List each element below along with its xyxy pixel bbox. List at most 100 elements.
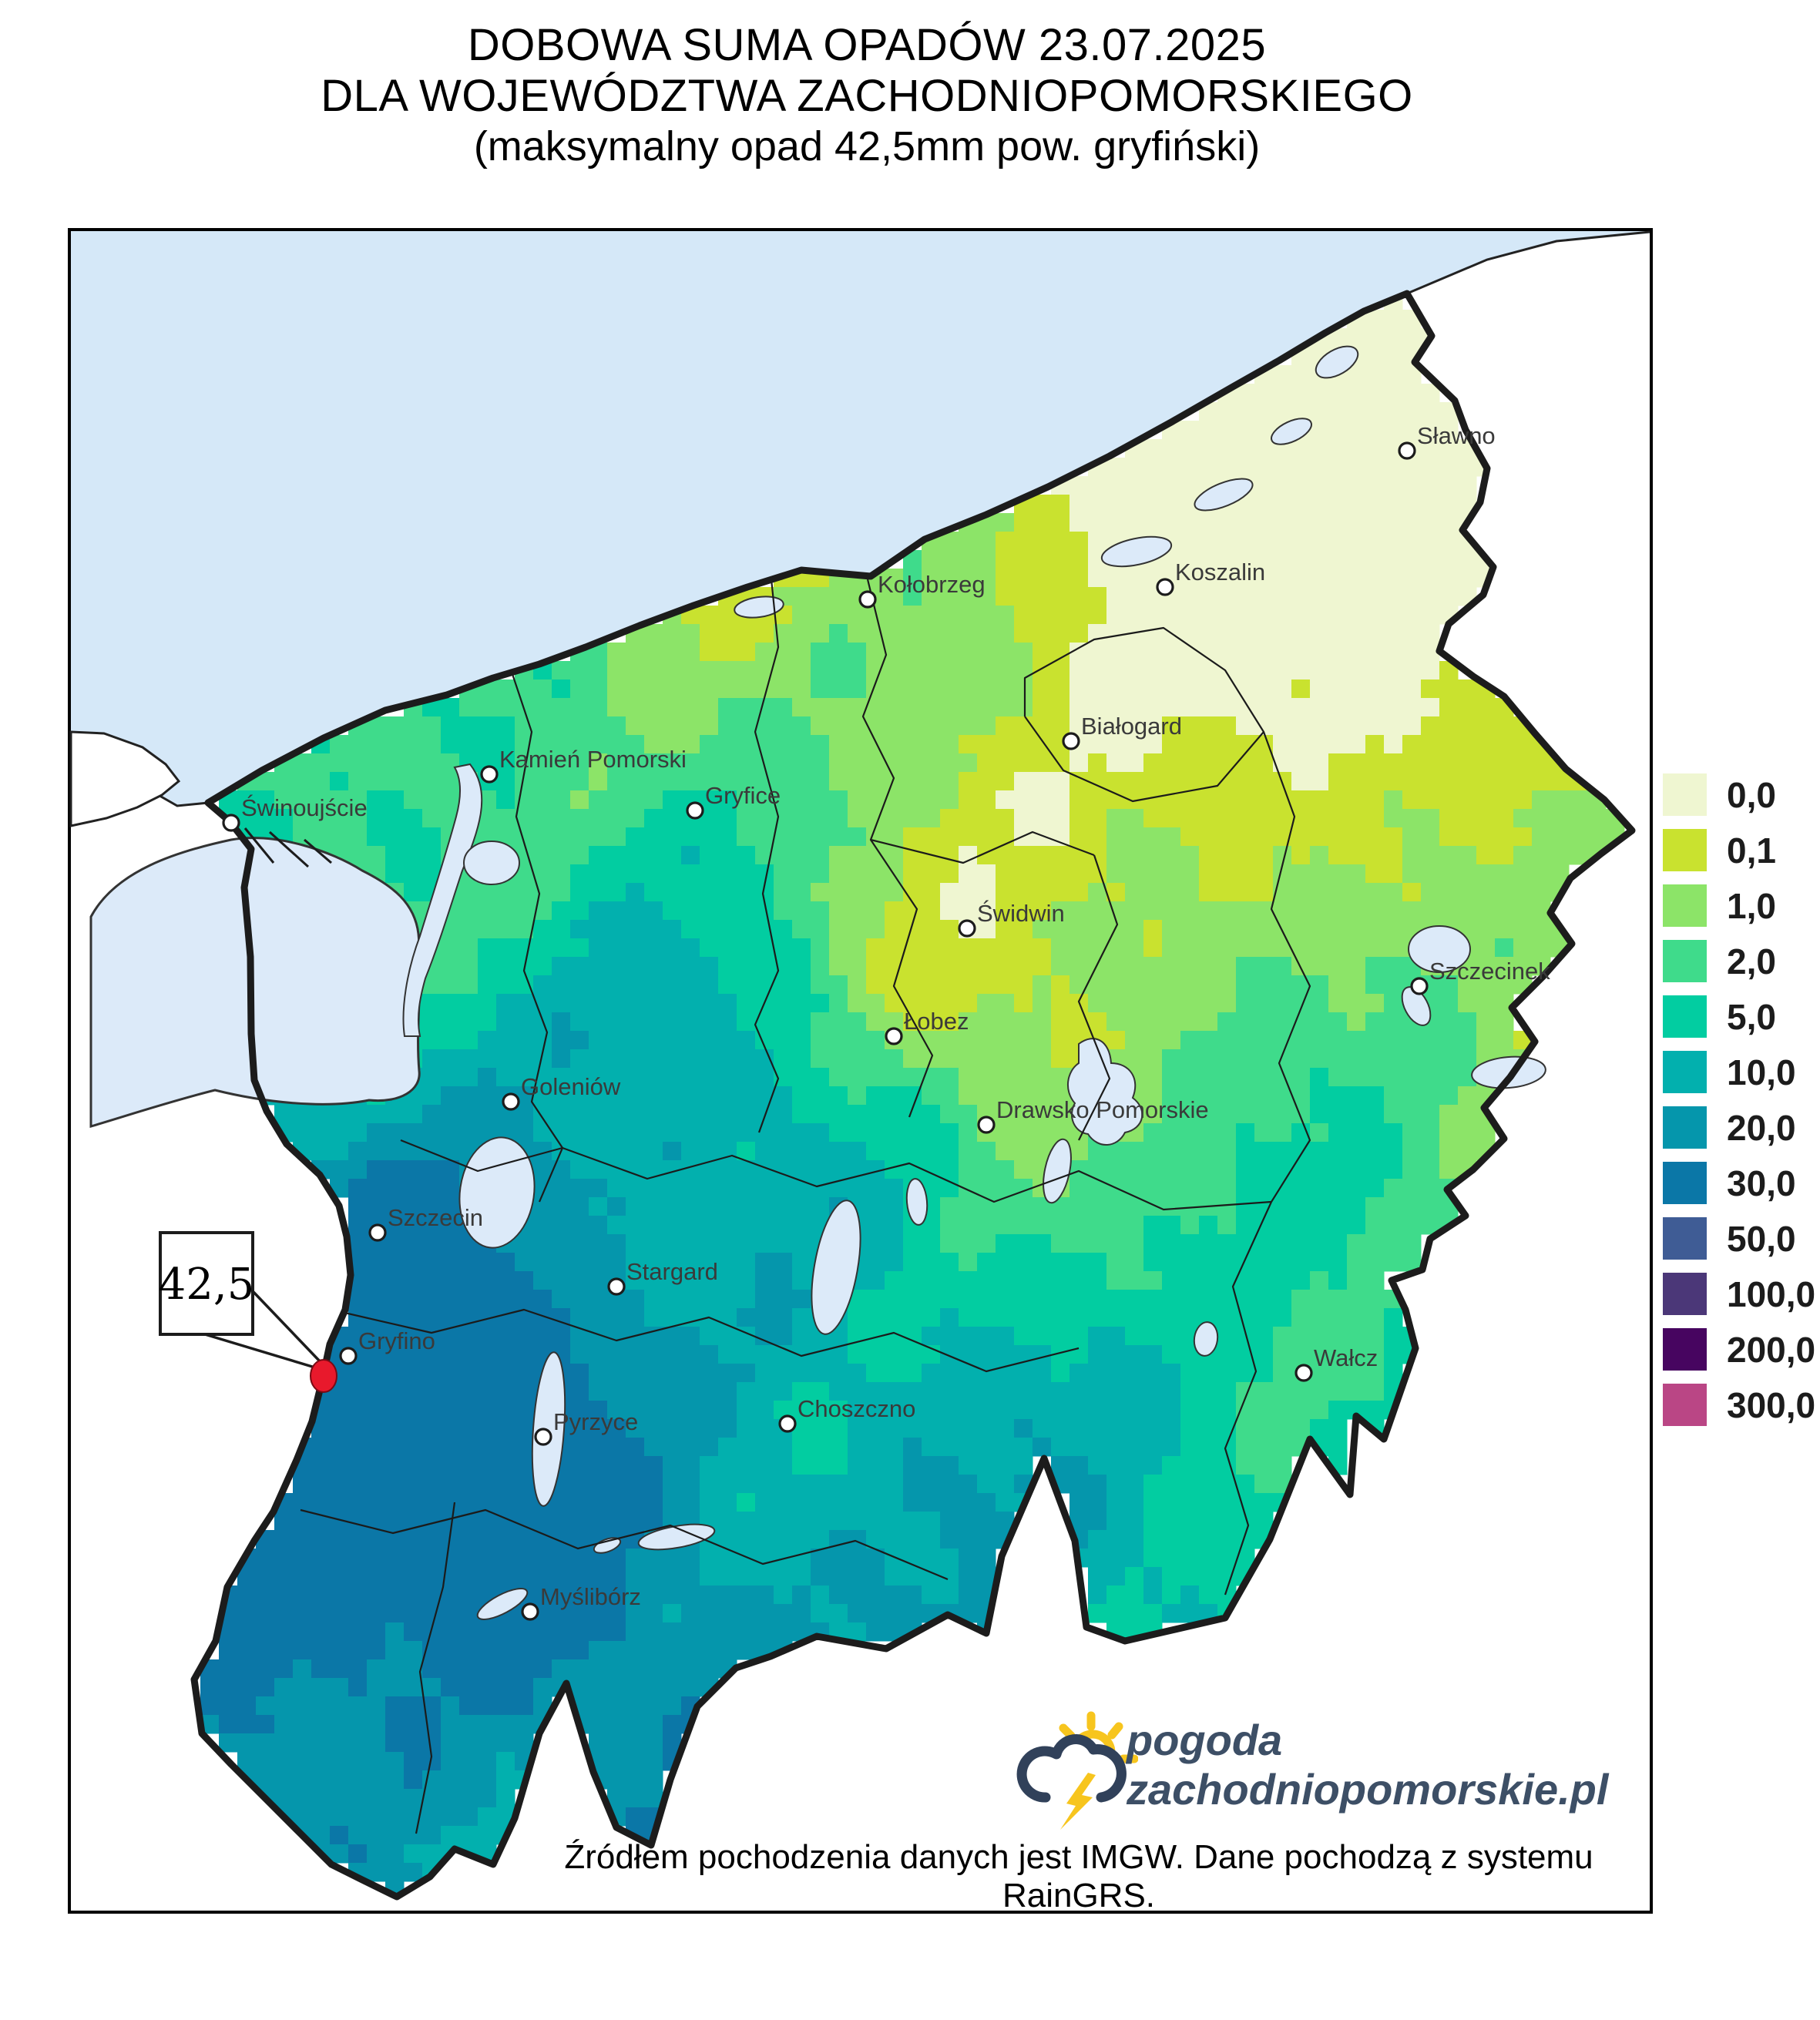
precip-cell-run [607, 679, 811, 699]
precip-cell-run [533, 1105, 793, 1124]
precip-cell-run [922, 1086, 959, 1106]
precip-cell-run [367, 1678, 442, 1697]
precip-cell-run [570, 1696, 682, 1716]
precip-cell-run [1310, 1419, 1348, 1438]
precip-cell-run [811, 643, 867, 662]
precip-cell-run [885, 1031, 1052, 1050]
precip-cell-run [348, 1678, 368, 1697]
precip-cell-run [626, 1622, 830, 1642]
precip-cell-run [607, 698, 719, 717]
city-dot [607, 1277, 626, 1296]
city-dot [1294, 1364, 1313, 1382]
precip-cell-run [496, 1068, 774, 1087]
precip-cell-run [404, 1622, 626, 1642]
precip-cell-run [903, 1253, 959, 1272]
cloud-icon [1016, 1733, 1127, 1803]
city-label: Pyrzyce [553, 1408, 638, 1435]
precip-cell-run [200, 1696, 257, 1716]
precip-cell-run [1051, 1364, 1070, 1383]
precip-cell-run [829, 957, 867, 976]
precip-cell-run [1014, 1419, 1033, 1438]
precip-cell-run [644, 883, 774, 902]
precip-cell-run [700, 1456, 793, 1475]
precip-cell-run [644, 1438, 719, 1457]
precip-cell-run [1384, 1308, 1403, 1327]
precip-cell-run [1347, 1253, 1422, 1272]
city-label: Sławno [1417, 422, 1496, 449]
precip-cell-run [1088, 569, 1496, 588]
precip-cell-run [1162, 1585, 1181, 1605]
precip-cell-run [811, 957, 830, 976]
precip-cell-run [237, 1549, 626, 1568]
precip-cell-run [348, 772, 479, 791]
precip-cell-run [774, 1049, 811, 1069]
precip-cell-run [737, 1493, 756, 1512]
precip-cell-run [811, 883, 904, 902]
precip-cell-run [811, 1567, 885, 1586]
voivodeship-border [190, 290, 1636, 1901]
precip-cell-run [811, 716, 996, 736]
city-label: Myślibórz [540, 1583, 641, 1610]
city-label: Gryfice [705, 782, 781, 809]
city-marker-Stargard: Stargard [607, 1258, 718, 1296]
precip-cell-run [959, 735, 1070, 754]
precip-cell-run [515, 716, 626, 736]
precip-cell-run [1070, 827, 1107, 847]
precip-cell-run [478, 938, 589, 958]
precip-cell-run [866, 661, 1033, 680]
precip-cell-run [1125, 439, 1477, 458]
precip-cell-run [996, 716, 1070, 736]
precip-cell-run [367, 790, 405, 810]
legend-label: 2,0 [1727, 941, 1776, 981]
precip-cell-run [848, 1438, 904, 1457]
precip-cell-run [385, 846, 442, 865]
precip-cell-run [977, 994, 1015, 1013]
precip-cell-run [1143, 920, 1163, 939]
city-marker-Białogard: Białogard [1062, 713, 1182, 750]
precip-cell-run [940, 1105, 978, 1124]
precip-cell-run [848, 975, 867, 995]
precip-cell-run [1384, 735, 1403, 754]
precip-cell-run [755, 1271, 793, 1290]
precip-cell-run [552, 1012, 571, 1032]
usedom-island [69, 730, 181, 827]
precip-cell-run [811, 938, 830, 958]
precip-cell-run [1236, 1438, 1311, 1457]
precip-cell-run [829, 901, 885, 921]
precip-cell-run [959, 790, 996, 810]
precip-cell-run [626, 1549, 700, 1568]
precip-cell-run [1273, 1327, 1385, 1346]
precip-cell-run [792, 1419, 848, 1438]
precip-cell-run [903, 587, 922, 606]
kamien-bay [463, 841, 520, 885]
logo-line-1: pogoda [1127, 1716, 1283, 1764]
precip-cell-run [1162, 1567, 1255, 1586]
precip-cell-run [718, 698, 793, 717]
precip-cell-run [1143, 1123, 1237, 1143]
precip-cell-run [219, 1622, 386, 1642]
precip-cell-run [1458, 975, 1533, 995]
precip-cell-run [219, 1715, 275, 1734]
precip-cell-run [774, 624, 830, 643]
precip-cell-run [478, 1068, 497, 1087]
precip-cell-run [1236, 1142, 1403, 1161]
city-marker-Sławno: Sławno [1398, 422, 1496, 460]
precip-cell-run [1143, 1253, 1348, 1272]
precip-cell-run [903, 864, 959, 884]
precip-cell-run [1439, 698, 1514, 717]
precip-cell-run [1439, 1123, 1496, 1143]
precip-cell-run [792, 606, 1015, 625]
precip-cell-run [737, 1012, 811, 1032]
precip-cell-run [330, 772, 349, 791]
precip-cell-run [1421, 883, 1570, 902]
lake-bukowo [1194, 478, 1254, 512]
precip-cell-run [940, 1308, 959, 1327]
city-label: Szczecinek [1429, 958, 1550, 985]
precip-cell-run [348, 1308, 571, 1327]
precip-cell-run [959, 1123, 978, 1143]
precip-cell-run [1328, 1123, 1403, 1143]
callout-value: 42,5 [159, 1260, 255, 1310]
legend-label: 200,0 [1727, 1329, 1816, 1370]
precip-cell-run [237, 1752, 405, 1771]
